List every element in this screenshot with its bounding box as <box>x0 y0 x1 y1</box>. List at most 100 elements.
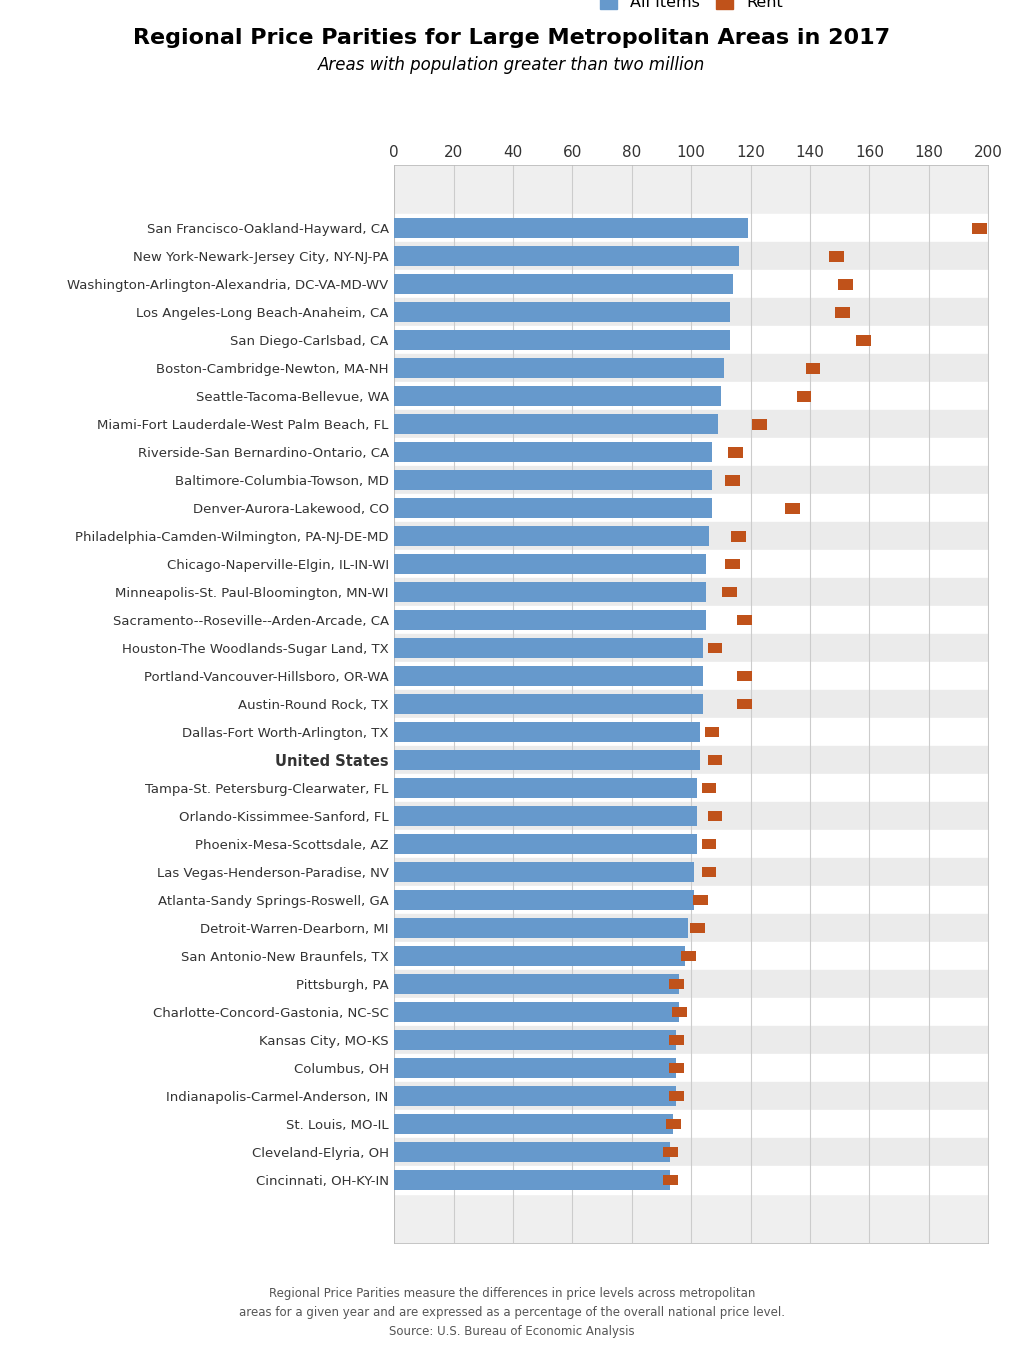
Bar <box>394 774 988 802</box>
Bar <box>394 607 988 634</box>
Bar <box>856 334 870 345</box>
Bar <box>394 942 988 969</box>
Bar <box>752 418 767 429</box>
Bar <box>394 914 988 942</box>
Bar <box>394 494 988 523</box>
Bar <box>394 969 988 998</box>
Bar <box>394 1086 676 1106</box>
Bar <box>394 886 988 914</box>
Bar <box>394 218 748 238</box>
Bar <box>681 951 695 961</box>
Bar <box>394 862 694 881</box>
Bar <box>692 895 708 906</box>
Bar <box>394 975 679 994</box>
Bar <box>701 867 717 877</box>
Bar <box>394 410 988 439</box>
Bar <box>394 611 707 630</box>
Bar <box>394 1082 988 1110</box>
Bar <box>394 638 703 658</box>
Bar <box>394 275 733 294</box>
Bar <box>394 779 697 798</box>
Text: Regional Price Parities for Large Metropolitan Areas in 2017: Regional Price Parities for Large Metrop… <box>133 28 891 49</box>
Bar <box>394 554 707 574</box>
Bar <box>972 223 987 233</box>
Bar <box>784 502 800 513</box>
Bar <box>663 1175 678 1185</box>
Bar <box>725 475 740 486</box>
Bar <box>705 727 720 738</box>
Bar <box>394 214 988 242</box>
Bar <box>394 386 721 406</box>
Bar <box>731 531 746 542</box>
Text: Regional Price Parities measure the differences in price levels across metropoli: Regional Price Parities measure the diff… <box>239 1286 785 1338</box>
Bar <box>394 578 988 607</box>
Bar <box>394 498 712 519</box>
Bar <box>725 559 740 570</box>
Bar <box>394 918 688 938</box>
Bar <box>663 1147 678 1158</box>
Bar <box>394 326 988 355</box>
Bar <box>394 1030 676 1049</box>
Bar <box>394 550 988 578</box>
Text: Areas with population greater than two million: Areas with population greater than two m… <box>318 56 706 73</box>
Bar <box>394 802 988 830</box>
Bar <box>836 307 850 318</box>
Bar <box>394 470 712 490</box>
Bar <box>708 643 722 654</box>
Bar <box>701 838 717 849</box>
Bar <box>394 1026 988 1053</box>
Bar <box>394 998 988 1026</box>
Bar <box>394 722 700 742</box>
Bar <box>806 363 820 374</box>
Bar <box>394 466 988 494</box>
Bar <box>797 391 811 402</box>
Legend: All Items, Rent: All Items, Rent <box>600 0 782 11</box>
Bar <box>394 330 730 349</box>
Bar <box>669 1034 684 1045</box>
Bar <box>394 523 988 550</box>
Bar <box>394 242 988 271</box>
Bar <box>394 582 707 603</box>
Bar <box>708 754 722 765</box>
Bar <box>737 615 752 626</box>
Bar <box>669 979 684 990</box>
Bar <box>394 1170 671 1190</box>
Bar <box>737 699 752 709</box>
Bar <box>394 666 703 686</box>
Bar <box>394 298 988 326</box>
Bar <box>394 695 703 714</box>
Bar <box>728 447 743 458</box>
Bar <box>394 691 988 718</box>
Bar <box>394 527 709 546</box>
Bar <box>394 662 988 691</box>
Bar <box>708 811 722 822</box>
Bar <box>690 922 705 933</box>
Bar <box>722 586 737 597</box>
Bar <box>394 1114 674 1133</box>
Bar <box>394 271 988 298</box>
Bar <box>394 414 718 433</box>
Bar <box>394 946 685 965</box>
Bar <box>394 834 697 854</box>
Bar <box>394 750 700 770</box>
Bar <box>394 718 988 746</box>
Bar <box>394 443 712 462</box>
Bar <box>394 1110 988 1137</box>
Bar <box>829 250 844 261</box>
Bar <box>666 1118 681 1129</box>
Bar <box>394 1143 671 1162</box>
Bar <box>394 806 697 826</box>
Bar <box>394 359 724 378</box>
Bar <box>672 1006 687 1017</box>
Bar <box>669 1063 684 1074</box>
Bar <box>394 439 988 466</box>
Bar <box>737 670 752 681</box>
Bar <box>394 1053 988 1082</box>
Bar <box>394 382 988 410</box>
Bar <box>394 302 730 322</box>
Bar <box>669 1090 684 1101</box>
Bar <box>394 1002 679 1022</box>
Bar <box>394 355 988 382</box>
Bar <box>701 783 717 793</box>
Bar <box>394 1166 988 1194</box>
